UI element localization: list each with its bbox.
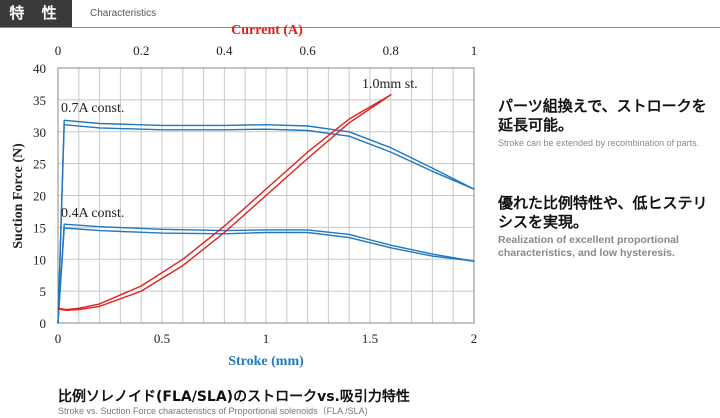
x2-tick-labels: 0 0.2 0.4 0.6 0.8 1	[55, 43, 478, 58]
feature-note-proportional-en: Realization of excellent proportional ch…	[498, 234, 679, 259]
feature-note-proportional: 優れた比例特性や、低ヒステリシスを実現。 Realization of exce…	[498, 194, 720, 260]
current-force-line-5	[57, 94, 392, 311]
chart-series-group	[57, 94, 475, 324]
annotation-1mm-stroke: 1.0mm st.	[362, 77, 418, 92]
x2-axis-title: Current (A)	[231, 23, 303, 38]
x2-tick-label: 0.4	[216, 43, 233, 58]
current-force-line-4	[57, 94, 392, 311]
stroke-force-line-1	[57, 123, 475, 324]
x-tick-label: 1	[263, 331, 270, 346]
stroke-force-line-2	[57, 223, 475, 324]
x2-tick-label: 0	[55, 43, 62, 58]
x-tick-label: 1.5	[362, 331, 378, 346]
header-bar: 特 性 Characteristics	[0, 0, 720, 28]
y-tick-labels: 0 5 10 15 20 25 30 35 40	[33, 61, 46, 331]
x-tick-label: 0	[55, 331, 62, 346]
annotation-0-4a-const: 0.4A const.	[61, 206, 124, 221]
y-tick-label: 0	[40, 316, 47, 331]
feature-note-stroke-jp: パーツ組換えで、ストロークを延長可能。	[498, 97, 707, 134]
x-tick-label: 0.5	[154, 331, 170, 346]
stroke-force-line-3	[57, 227, 475, 324]
y-tick-label: 40	[33, 61, 46, 76]
plot-frame	[57, 67, 475, 324]
x-axis-title: Stroke (mm)	[228, 354, 304, 369]
x2-tick-label: 0.6	[299, 43, 316, 58]
y-axis-title: Suction Force (N)	[11, 143, 26, 249]
figure-caption-en: Stroke vs. Suction Force characteristics…	[58, 406, 368, 416]
feature-note-proportional-jp: 優れた比例特性や、低ヒステリシスを実現。	[498, 194, 708, 231]
y-tick-label: 10	[33, 252, 46, 267]
x-tick-labels: 0 0.5 1 1.5 2	[55, 331, 478, 346]
stroke-force-line-0	[57, 119, 475, 324]
annotation-0-7a-const: 0.7A const.	[61, 101, 124, 116]
y-tick-label: 35	[33, 93, 46, 108]
header-divider	[0, 27, 720, 28]
y-tick-label: 5	[40, 284, 47, 299]
x2-tick-label: 0.2	[133, 43, 149, 58]
y-tick-label: 25	[33, 157, 46, 172]
x-tick-label: 2	[471, 331, 478, 346]
y-tick-label: 20	[33, 189, 46, 204]
feature-note-stroke: パーツ組換えで、ストロークを延長可能。 Stroke can be extend…	[498, 97, 720, 149]
y-tick-label: 30	[33, 125, 46, 140]
section-title-tab: 特 性	[0, 0, 72, 27]
x2-tick-label: 1	[471, 43, 478, 58]
figure-caption-jp: 比例ソレノイド(FLA/SLA)のストロークvs.吸引力特性	[58, 389, 410, 405]
feature-note-stroke-en: Stroke can be extended by recombination …	[498, 138, 700, 148]
x2-tick-label: 0.8	[383, 43, 399, 58]
y-tick-label: 15	[33, 220, 46, 235]
section-subtitle: Characteristics	[90, 8, 157, 19]
